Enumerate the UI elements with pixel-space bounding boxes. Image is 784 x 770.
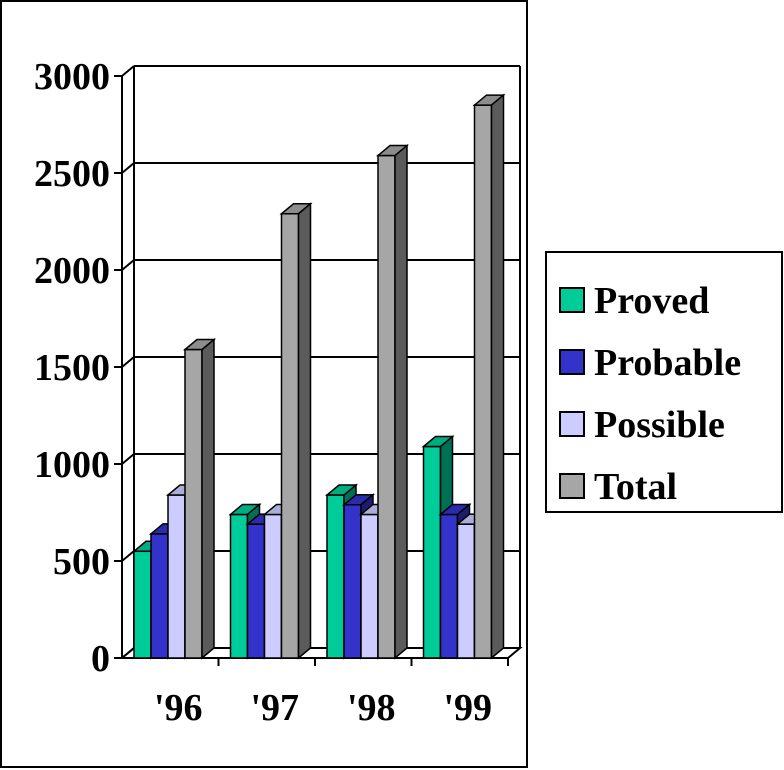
bar-front <box>150 533 169 659</box>
legend-label: Possible <box>594 404 725 446</box>
y-tick-depth <box>121 550 135 562</box>
bar-front <box>360 513 379 659</box>
bar <box>182 337 217 660</box>
y-tick-depth <box>121 259 135 271</box>
y-tick-label: 0 <box>91 638 110 680</box>
y-tick-label: 1500 <box>34 347 110 389</box>
bar <box>279 202 313 660</box>
x-tick-label: '98 <box>347 687 396 729</box>
legend-label: Total <box>594 466 677 508</box>
y-tick-label: 500 <box>53 541 110 583</box>
bar-front <box>456 523 476 659</box>
bar-front <box>263 513 283 659</box>
bar-side <box>394 143 408 660</box>
bar-front <box>422 445 442 659</box>
bar-side <box>490 93 505 660</box>
bar-front <box>343 503 362 659</box>
y-tick-depth <box>121 162 135 174</box>
y-tick-label: 3000 <box>34 56 110 98</box>
plot-area: 0 500 1000 1500 2000 2500 3000 '96 '97 '98 '99 <box>34 56 523 729</box>
y-tick-depth <box>121 356 135 368</box>
bar <box>375 143 410 660</box>
legend-box <box>545 251 783 513</box>
y-tick-depth <box>121 65 135 77</box>
legend-label: Probable <box>594 342 741 384</box>
legend-swatch <box>559 287 585 313</box>
legend-swatch <box>559 473 585 499</box>
bar-front <box>377 154 396 659</box>
bar-side <box>201 337 215 660</box>
y-tick-label: 2000 <box>34 250 110 292</box>
y-tick-depth <box>121 453 135 465</box>
legend-label: Proved <box>594 280 709 322</box>
y-tick-label: 2500 <box>34 153 110 195</box>
legend-swatch <box>559 411 585 437</box>
bar-front <box>280 212 300 659</box>
bar <box>472 93 506 660</box>
x-tick-label: '97 <box>250 687 299 729</box>
bar-side <box>297 202 312 660</box>
bar-front <box>246 523 266 659</box>
bar-front <box>167 494 186 659</box>
y-tick-depth <box>121 647 135 659</box>
bar-front <box>326 494 345 659</box>
legend: Proved Probable Possible Total <box>545 251 783 513</box>
legend-swatch <box>559 349 585 375</box>
bar-front <box>473 104 493 659</box>
bar-front <box>184 348 203 659</box>
x-tick-label: '99 <box>443 687 492 729</box>
y-tick-label: 1000 <box>34 444 110 486</box>
x-tick-label: '96 <box>154 687 203 729</box>
bar-front <box>133 550 152 659</box>
bar-front <box>229 513 249 659</box>
chart-area-border <box>0 0 528 768</box>
bar-front <box>439 513 459 659</box>
